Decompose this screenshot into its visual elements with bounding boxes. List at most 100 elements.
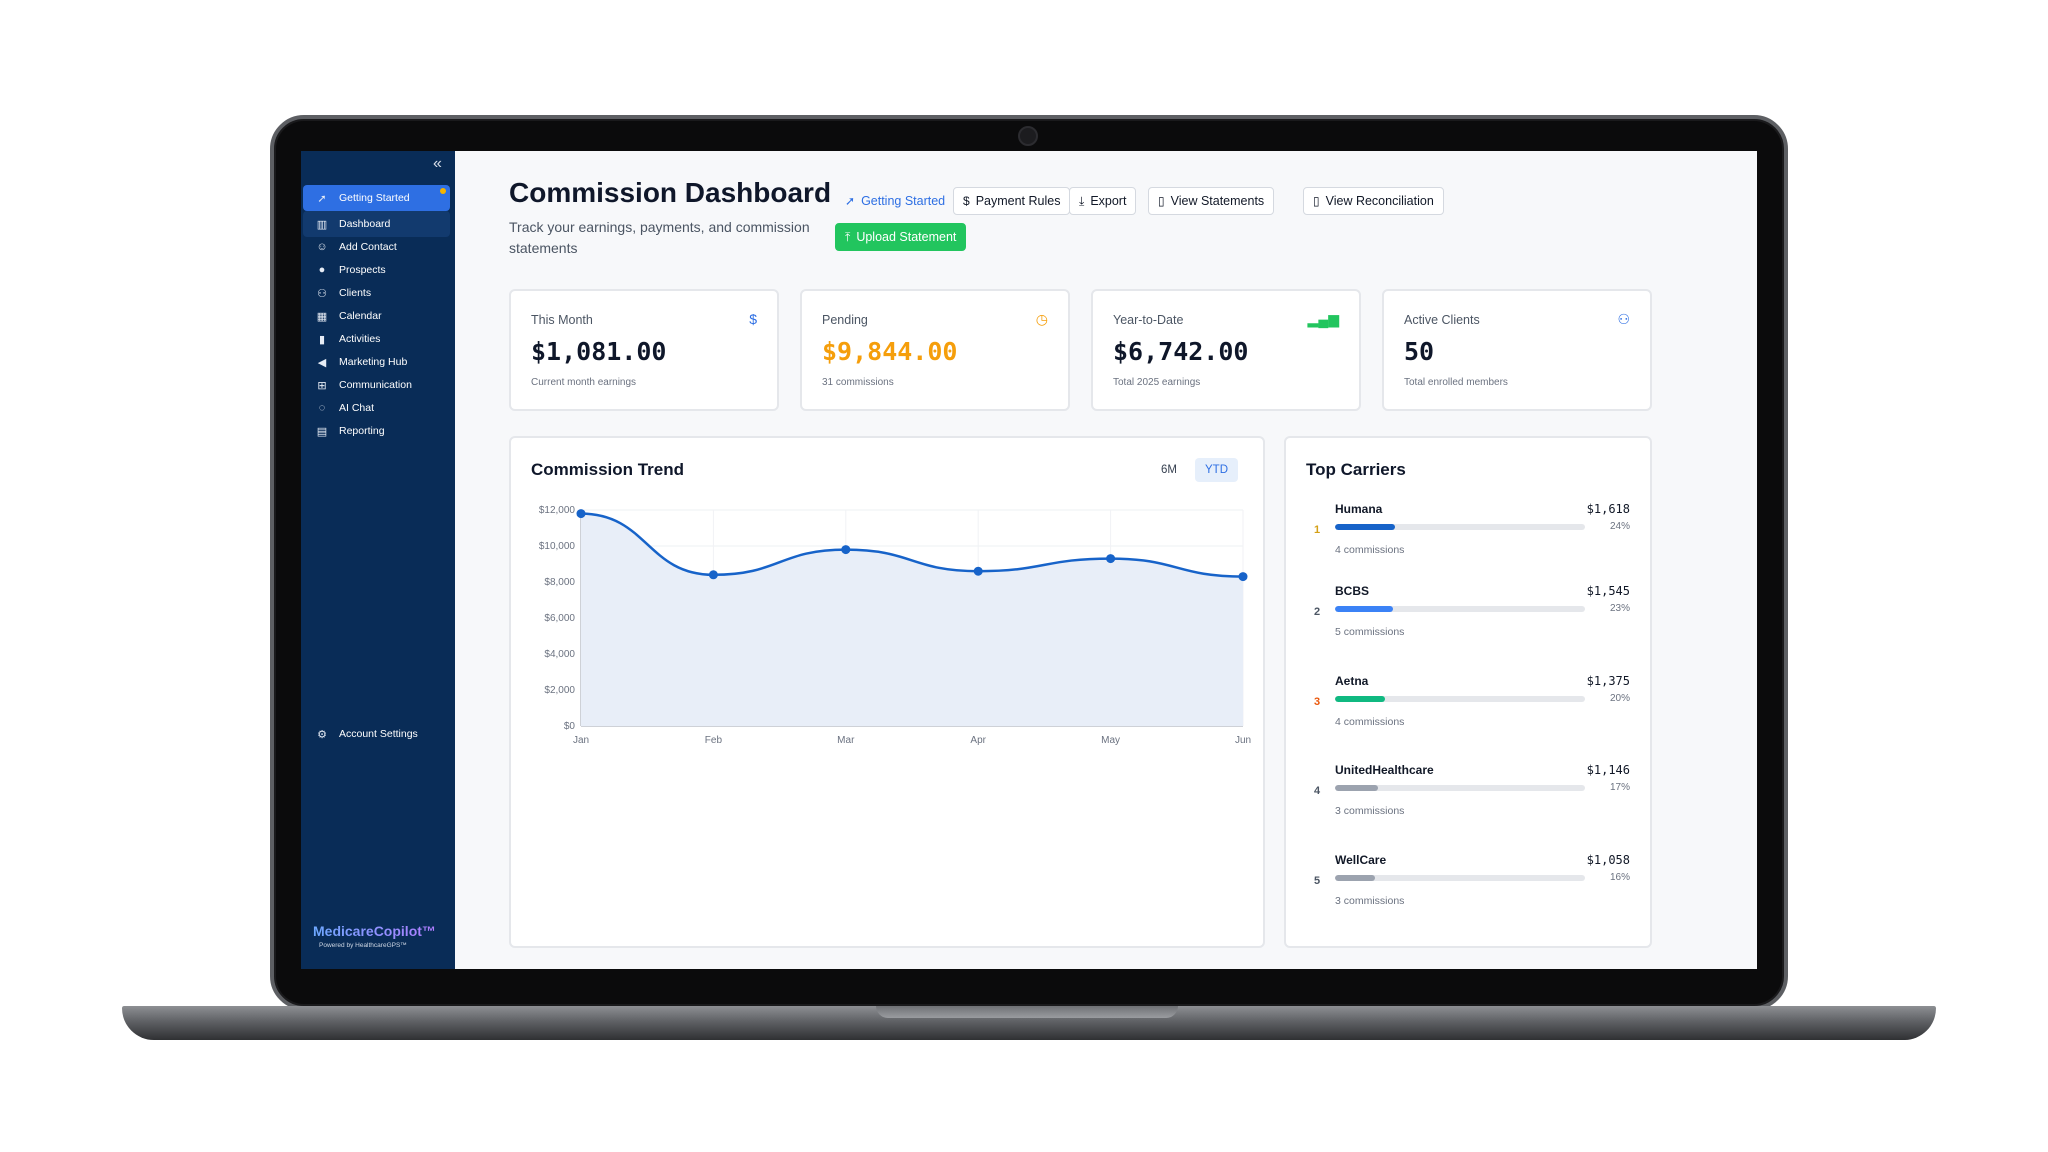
view-statements-button[interactable]: ▯ View Statements xyxy=(1148,187,1275,215)
user-plus-icon: ☺ xyxy=(316,241,328,253)
user-icon: ● xyxy=(318,264,326,276)
data-point xyxy=(576,509,586,519)
carrier-rank: 3 xyxy=(1314,696,1321,708)
sidebar-item-calendar[interactable]: ▦ Calendar xyxy=(303,303,450,329)
carrier-commission-count: 5 commissions xyxy=(1335,626,1405,638)
camera-icon xyxy=(1018,126,1038,146)
card-title: Top Carriers xyxy=(1306,460,1406,479)
series-area xyxy=(581,513,1243,726)
carrier-share-fill xyxy=(1335,696,1385,702)
carrier-name: UnitedHealthcare xyxy=(1335,763,1434,777)
document-icon: ▯ xyxy=(1158,194,1165,208)
activity-chart-icon: ▮ xyxy=(318,333,326,346)
stat-label: Pending xyxy=(822,313,868,327)
sidebar-item-label: Communication xyxy=(339,379,412,391)
x-tick-label: Jun xyxy=(1235,735,1251,746)
sidebar-item-getting-started[interactable]: ➚ Getting Started xyxy=(303,185,450,211)
x-tick-label: Apr xyxy=(970,735,986,746)
stat-label: Active Clients xyxy=(1404,313,1480,327)
rocket-icon: ➚ xyxy=(317,192,327,205)
y-tick-label: $8,000 xyxy=(544,577,575,588)
sidebar: « ➚ Getting Started ▥ Dashboard ☺ Add Co… xyxy=(301,151,455,969)
series-line xyxy=(580,512,1244,578)
document-icon: ▯ xyxy=(1313,194,1320,208)
stat-value: $9,844.00 xyxy=(822,337,958,366)
sidebar-item-label: Dashboard xyxy=(339,218,391,230)
stat-label: Year-to-Date xyxy=(1113,313,1184,327)
commission-trend-chart: $0 $2,000 $4,000 $6,000 $8,000 $10,000 $12,000… xyxy=(539,505,1251,746)
carrier-amount: $1,618 xyxy=(1586,502,1630,516)
sidebar-item-label: Add Contact xyxy=(339,241,397,253)
getting-started-button[interactable]: ➚ Getting Started xyxy=(845,194,946,208)
data-point xyxy=(1106,554,1116,564)
carrier-share-fill xyxy=(1335,785,1378,791)
gear-icon: ⚙ xyxy=(317,728,327,741)
carrier-name: Humana xyxy=(1335,502,1383,516)
laptop-notch xyxy=(876,1006,1178,1018)
sidebar-item-clients[interactable]: ⚇ Clients xyxy=(303,280,450,306)
carrier-percent: 20% xyxy=(1609,693,1630,704)
sidebar-item-marketing-hub[interactable]: ◀ Marketing Hub xyxy=(303,349,450,375)
sidebar-item-account-settings[interactable]: ⚙ Account Settings xyxy=(303,721,450,747)
data-point xyxy=(841,545,851,555)
carrier-amount: $1,058 xyxy=(1586,853,1630,867)
stat-value: 50 xyxy=(1404,337,1435,366)
carrier-share-bar xyxy=(1335,606,1585,612)
sidebar-item-label: Activities xyxy=(339,333,381,345)
clipboard-icon: ▤ xyxy=(316,425,328,438)
data-point xyxy=(708,570,718,580)
y-tick-label: $4,000 xyxy=(544,649,575,660)
x-tick-label: Jan xyxy=(573,735,589,746)
double-chevron-left-icon[interactable]: « xyxy=(433,155,442,172)
bar-chart-icon: ▥ xyxy=(316,218,328,231)
stat-value: $1,081.00 xyxy=(531,337,667,366)
y-tick-label: $10,000 xyxy=(539,541,576,552)
dollar-circle-icon: $ xyxy=(749,311,757,327)
megaphone-icon: ◀ xyxy=(317,356,327,369)
carrier-share-fill xyxy=(1335,875,1375,881)
main-content: Commission Dashboard Track your earnings… xyxy=(455,151,1757,969)
sidebar-item-add-contact[interactable]: ☺ Add Contact xyxy=(303,234,450,260)
sidebar-item-reporting[interactable]: ▤ Reporting xyxy=(303,418,450,444)
carrier-commission-count: 3 commissions xyxy=(1335,895,1405,907)
sidebar-item-label: AI Chat xyxy=(339,402,375,414)
carrier-rank: 4 xyxy=(1314,785,1321,797)
range-6m-toggle[interactable]: 6M xyxy=(1161,464,1177,476)
brand-logo: MedicareCopilot™ xyxy=(313,923,436,939)
carrier-share-fill xyxy=(1335,606,1393,612)
data-point xyxy=(1238,572,1248,582)
carrier-commission-count: 4 commissions xyxy=(1335,544,1405,556)
carrier-share-bar xyxy=(1335,785,1585,791)
stat-card-pending: Pending ◷ $9,844.00 31 commissions xyxy=(800,289,1070,411)
carrier-percent: 16% xyxy=(1609,872,1630,883)
calendar-icon: ▦ xyxy=(316,310,328,323)
sidebar-item-activities[interactable]: ▮ Activities xyxy=(303,326,450,352)
range-ytd-toggle[interactable]: YTD xyxy=(1195,458,1238,482)
sidebar-item-ai-chat[interactable]: ◌ AI Chat xyxy=(303,395,450,421)
payment-rules-button[interactable]: $ Payment Rules xyxy=(953,187,1071,215)
stat-description: 31 commissions xyxy=(822,377,894,388)
x-tick-label: Feb xyxy=(705,735,723,746)
carrier-share-bar xyxy=(1335,696,1585,702)
view-reconciliation-button[interactable]: ▯ View Reconciliation xyxy=(1303,187,1444,215)
flow-icon: ⊞ xyxy=(317,379,327,392)
sidebar-item-communication[interactable]: ⊞ Communication xyxy=(303,372,450,398)
carrier-share-bar xyxy=(1335,524,1585,530)
carrier-percent: 24% xyxy=(1609,521,1630,532)
notification-dot xyxy=(440,188,446,194)
upload-statement-button[interactable]: ⤒ Upload Statement xyxy=(835,223,967,251)
stat-value: $6,742.00 xyxy=(1113,337,1249,366)
carrier-name: WellCare xyxy=(1335,853,1387,867)
x-tick-label: May xyxy=(1101,735,1120,746)
app-screen: « ➚ Getting Started ▥ Dashboard ☺ Add Co… xyxy=(301,151,1757,969)
upload-icon: ⤒ xyxy=(845,229,851,244)
download-icon: ⤓ xyxy=(1079,193,1085,208)
sidebar-item-dashboard[interactable]: ▥ Dashboard xyxy=(303,211,450,237)
stat-label: This Month xyxy=(531,313,593,327)
y-tick-label: $6,000 xyxy=(544,613,575,624)
y-tick-label: $0 xyxy=(564,721,576,732)
sidebar-item-prospects[interactable]: ● Prospects xyxy=(303,257,450,283)
carrier-name: Aetna xyxy=(1335,674,1369,688)
export-button[interactable]: ⤓ Export xyxy=(1069,187,1137,215)
